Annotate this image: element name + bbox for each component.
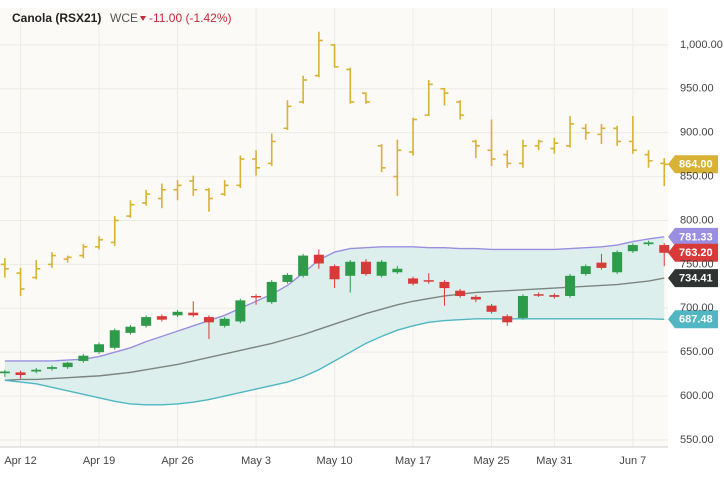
- candle-body: [94, 344, 105, 353]
- candle-body: [643, 242, 654, 245]
- y-tick-label: 800.00: [680, 214, 714, 226]
- candle-body: [188, 312, 199, 316]
- price-tag-label: 734.41: [679, 272, 713, 284]
- y-tick-label: 650.00: [680, 346, 714, 358]
- price-tag: [668, 227, 718, 246]
- y-tick-label: 750.00: [680, 258, 714, 270]
- candle-body: [282, 274, 293, 282]
- band-upper-line: [4, 236, 665, 362]
- y-tick-label: 550.00: [680, 434, 714, 446]
- plot: [0, 31, 670, 406]
- x-tick-label: Apr 12: [4, 455, 36, 467]
- candle-body: [659, 245, 670, 253]
- candle-body: [46, 367, 57, 369]
- candle-body: [423, 280, 434, 282]
- x-tick-label: Jun 7: [619, 455, 646, 467]
- x-tick-label: May 31: [536, 455, 572, 467]
- candle-body: [219, 318, 230, 326]
- x-tick-label: May 3: [241, 455, 271, 467]
- price-tags: 864.00 781.33 763.20 734.41 687.48: [668, 155, 718, 329]
- candle-body: [31, 369, 42, 372]
- y-tick-label: 900.00: [680, 127, 714, 139]
- price-tag-label: 687.48: [679, 314, 713, 326]
- y-tick-label: 600.00: [680, 390, 714, 402]
- price-tag: [668, 155, 718, 174]
- price-tag: [668, 243, 718, 262]
- price-tag: [668, 310, 718, 329]
- candle-body: [15, 372, 26, 376]
- candle-body: [612, 252, 623, 273]
- candle-body: [298, 255, 309, 276]
- chart-title: Canola (RSX21): [12, 11, 101, 25]
- candle-body: [517, 295, 528, 318]
- candle-body: [470, 296, 481, 300]
- y-tick-label: 950.00: [680, 83, 714, 95]
- x-tick-label: May 17: [395, 455, 431, 467]
- price-change: -11.00 (-1.42%): [149, 11, 231, 25]
- candle-body: [251, 295, 262, 298]
- candle-body: [596, 262, 607, 268]
- candle-body: [266, 281, 277, 303]
- candle-body: [172, 311, 183, 316]
- candle-body: [627, 245, 638, 252]
- candle-body: [62, 362, 73, 368]
- price-tag-label: 864.00: [679, 159, 713, 171]
- candle-body: [125, 326, 136, 333]
- candle-body: [439, 281, 450, 289]
- candle-body: [313, 254, 324, 264]
- candle-body: [376, 261, 387, 276]
- candle-body: [549, 295, 560, 297]
- price-tag-label: 781.33: [679, 231, 713, 243]
- candle-body: [156, 316, 167, 320]
- x-tick-label: May 10: [317, 455, 353, 467]
- x-tick-label: Apr 19: [83, 455, 115, 467]
- candle-body: [455, 290, 466, 296]
- band-middle-line: [4, 277, 665, 381]
- exchange: WCE: [110, 11, 138, 25]
- candle-body: [109, 330, 120, 348]
- candle-body: [580, 266, 591, 275]
- price-tag-label: 763.20: [679, 247, 713, 259]
- y-tick-label: 1,000.00: [680, 39, 723, 51]
- candle-body: [533, 294, 544, 296]
- candle-body: [329, 266, 340, 280]
- candle-body: [345, 261, 356, 276]
- change-arrow: [140, 16, 146, 21]
- candle-body: [203, 317, 214, 323]
- candle-body: [392, 268, 403, 273]
- candle-body: [235, 300, 246, 322]
- y-tick-label: 850.00: [680, 170, 714, 182]
- candle-body: [486, 305, 497, 312]
- band-area: [4, 236, 665, 405]
- x-tick-label: May 25: [474, 455, 510, 467]
- candle-body: [565, 275, 576, 296]
- candle-body: [360, 261, 371, 275]
- x-tick-label: Apr 26: [161, 455, 193, 467]
- price-tag: [668, 269, 718, 288]
- band-lower-line: [4, 318, 665, 406]
- candle-body: [141, 317, 152, 326]
- candle-body: [78, 355, 89, 361]
- candle-body: [0, 371, 10, 374]
- candle-body: [502, 316, 513, 323]
- y-tick-label: 700.00: [680, 302, 714, 314]
- candle-body: [408, 278, 419, 284]
